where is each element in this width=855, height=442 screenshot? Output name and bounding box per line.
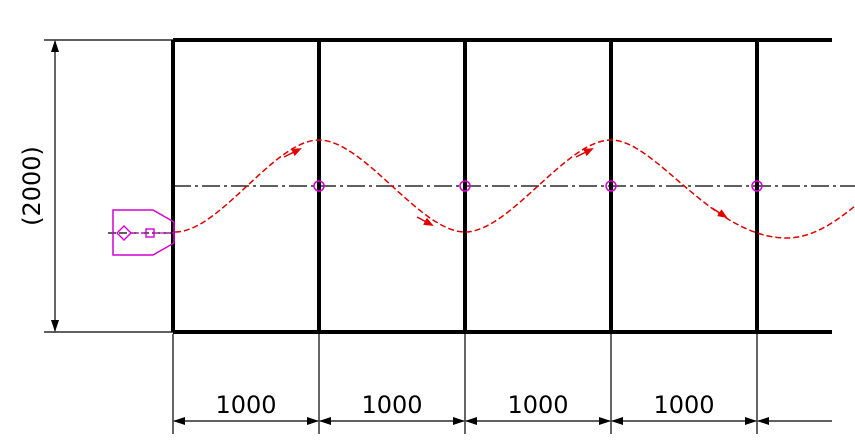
waypoint-4 [751, 180, 763, 192]
width-label-2: 1000 [361, 391, 422, 419]
start-tool-icon [108, 209, 175, 256]
width-label-3: 1000 [507, 391, 568, 419]
path-arrows [283, 148, 728, 226]
height-dimension [44, 39, 173, 333]
tool-outline [112, 209, 175, 256]
waypoint-1 [313, 180, 325, 192]
waypoints [313, 180, 763, 192]
path-arrow-1 [283, 148, 302, 158]
path-arrow-2 [416, 216, 434, 226]
tool-diamond [116, 225, 132, 241]
motion-path [174, 139, 855, 239]
waypoint-2 [459, 180, 471, 192]
width-dimensions [172, 334, 832, 434]
width-label-1: 1000 [215, 391, 276, 419]
waypoint-3 [605, 180, 617, 192]
path-arrow-3 [575, 148, 594, 158]
height-dimension-label: (2000) [18, 146, 46, 226]
width-label-4: 1000 [653, 391, 714, 419]
path-arrow-4 [711, 207, 728, 219]
